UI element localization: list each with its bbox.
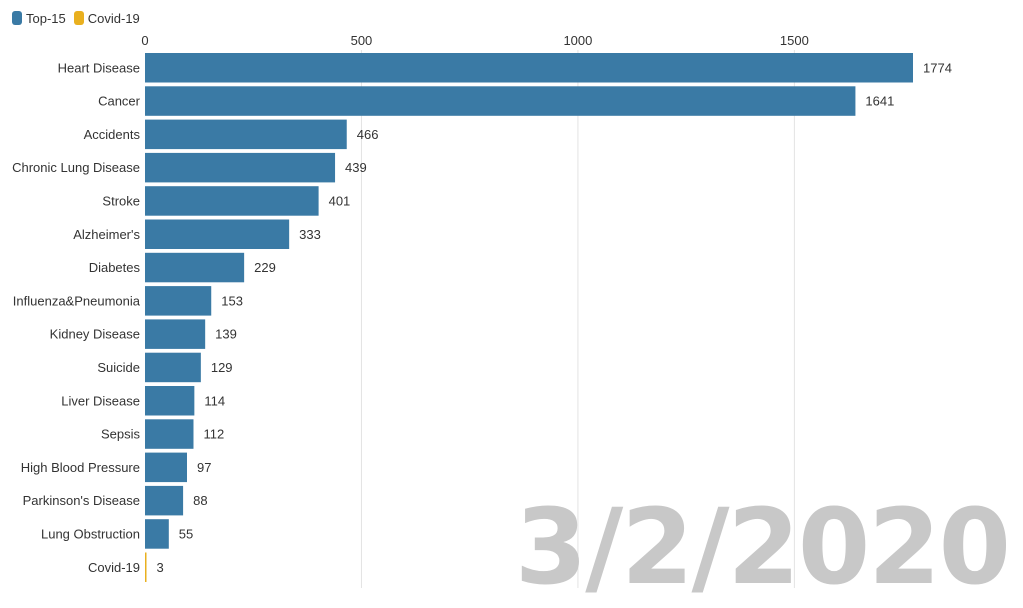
category-label: Covid-19 <box>88 560 140 575</box>
legend-label-top15: Top-15 <box>26 10 66 26</box>
bar <box>145 219 290 249</box>
category-label: Liver Disease <box>61 393 140 408</box>
category-label: Heart Disease <box>58 60 140 75</box>
bar <box>145 485 184 516</box>
x-tick-label: 500 <box>351 33 373 48</box>
value-label: 401 <box>329 193 351 208</box>
value-label: 466 <box>357 127 379 142</box>
x-tick-label: 1500 <box>780 33 809 48</box>
bar <box>145 152 336 183</box>
value-label: 229 <box>254 260 276 275</box>
legend-swatch-covid <box>73 11 84 25</box>
category-label: Influenza&Pneumonia <box>13 293 141 308</box>
x-axis-ticks: 0 500 1000 1500 <box>141 33 808 48</box>
category-labels: Heart Disease Cancer Accidents Chronic Lung… <box>12 60 141 575</box>
bar <box>145 53 913 83</box>
legend-item-top15: Top-15 <box>12 11 66 26</box>
category-label: Sepsis <box>101 427 141 442</box>
bar <box>145 352 201 383</box>
category-label: Chronic Lung Disease <box>12 160 140 175</box>
value-label: 55 <box>179 526 193 541</box>
value-label: 1641 <box>865 94 894 109</box>
value-label: 114 <box>204 393 225 408</box>
value-label: 153 <box>221 293 243 308</box>
legend-item-covid: Covid-19 <box>73 10 140 26</box>
value-label: 139 <box>215 327 237 342</box>
category-label: Lung Obstruction <box>41 526 140 541</box>
bar <box>145 319 206 349</box>
bar <box>145 452 187 483</box>
value-label: 112 <box>203 427 224 442</box>
bar <box>145 286 212 316</box>
value-label: 97 <box>197 460 211 475</box>
bar <box>145 252 245 283</box>
value-label: 333 <box>299 227 321 242</box>
value-label: 129 <box>211 360 233 375</box>
bar <box>145 186 319 216</box>
category-label: Alzheimer's <box>73 227 140 242</box>
bar <box>145 386 195 416</box>
bar <box>145 552 147 582</box>
x-tick-label: 0 <box>141 33 148 48</box>
bar <box>145 119 347 150</box>
value-label: 1774 <box>923 60 952 75</box>
value-label: 3 <box>157 560 164 575</box>
value-label: 439 <box>345 160 367 175</box>
legend-swatch-top15 <box>12 11 22 25</box>
bar <box>145 86 856 116</box>
x-tick-label: 1000 <box>563 33 592 48</box>
grid-layer <box>360 50 795 588</box>
bar <box>145 419 194 449</box>
legend: Top-15 Covid-19 <box>12 10 140 26</box>
legend-label-covid: Covid-19 <box>87 10 140 26</box>
bars-layer <box>145 53 913 582</box>
value-labels: 1774 1641 466 439 401 333 229 153 139 129 114 112 97… <box>157 60 952 575</box>
value-label: 88 <box>193 493 207 508</box>
category-label: Parkinson's Disease <box>23 493 140 508</box>
category-label: Suicide <box>97 360 140 375</box>
category-label: Stroke <box>102 193 140 208</box>
category-label: Accidents <box>84 127 141 142</box>
bar <box>145 519 169 549</box>
category-label: Cancer <box>98 94 141 109</box>
category-label: High Blood Pressure <box>21 460 140 475</box>
category-label: Diabetes <box>89 260 141 275</box>
category-label: Kidney Disease <box>50 327 140 342</box>
